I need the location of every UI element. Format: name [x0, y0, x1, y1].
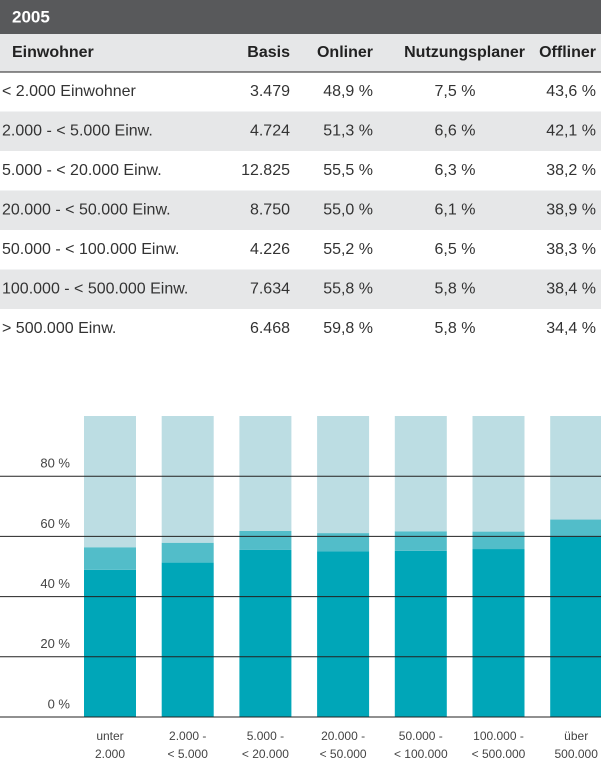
table-cell: 3.479	[250, 83, 290, 100]
x-tick-label: < 20.000	[242, 747, 289, 761]
column-header	[0, 34, 601, 72]
table-cell: 55,0 %	[323, 201, 373, 218]
bar-segment	[161, 542, 214, 563]
y-tick-label: 40 %	[40, 576, 70, 591]
bar-segment	[239, 549, 292, 717]
table-cell: 5,8 %	[435, 320, 476, 337]
table-cell: 50.000 - < 100.000 Einw.	[2, 241, 179, 258]
y-tick-label: 20 %	[40, 636, 70, 651]
x-tick-label: 500.000	[555, 747, 599, 761]
bar-segment	[239, 416, 292, 531]
bar-segment	[472, 531, 525, 550]
table-cell: 12.825	[241, 162, 290, 179]
column-header-label: Onliner	[317, 44, 373, 61]
table-cell: 20.000 - < 50.000 Einw.	[2, 201, 171, 218]
table-cell: 6,5 %	[435, 241, 476, 258]
table-cell: 2.000 - < 5.000 Einw.	[2, 122, 153, 139]
bar-segment	[394, 416, 447, 532]
table-cell: 7.634	[250, 280, 290, 297]
y-tick-label: 0 %	[48, 696, 71, 711]
table-cell: 51,3 %	[323, 122, 373, 139]
bar-segment	[161, 562, 214, 717]
bar-segment	[161, 416, 214, 543]
table-cell: 38,9 %	[546, 201, 596, 218]
table-cell: 38,3 %	[546, 241, 596, 258]
table-cell: 48,9 %	[323, 83, 373, 100]
table-cell: 100.000 - < 500.000 Einw.	[2, 280, 188, 297]
x-tick-label: 50.000 -	[399, 729, 443, 743]
table-cell: 4.226	[250, 241, 290, 258]
bar-segment	[550, 519, 601, 538]
bar-segment	[84, 569, 136, 717]
bar-segment	[550, 416, 601, 520]
bar-segment	[84, 547, 136, 570]
table-cell: 8.750	[250, 201, 290, 218]
table-cell: 55,5 %	[323, 162, 373, 179]
bar-segment	[317, 416, 370, 534]
row-background	[0, 190, 601, 230]
column-header-label: Offliner	[539, 44, 596, 61]
title-bar	[0, 0, 601, 34]
title: 2005	[12, 7, 50, 26]
row-background	[0, 269, 601, 309]
x-tick-label: 5.000 -	[247, 729, 284, 743]
x-tick-label: < 100.000	[394, 747, 448, 761]
bar-segment	[472, 416, 525, 532]
bar-segment	[394, 531, 447, 551]
table-cell: 6,1 %	[435, 201, 476, 218]
table-cell: 6,3 %	[435, 162, 476, 179]
table-cell: 5,8 %	[435, 280, 476, 297]
x-tick-label: über	[564, 729, 588, 743]
table-cell: > 500.000 Einw.	[2, 320, 116, 337]
table-cell: 38,2 %	[546, 162, 596, 179]
x-tick-label: < 50.000	[320, 747, 367, 761]
x-tick-label: < 5.000	[168, 747, 209, 761]
table-cell: 4.724	[250, 122, 290, 139]
table-cell: 55,8 %	[323, 280, 373, 297]
x-tick-label: < 500.000	[472, 747, 526, 761]
bar-segment	[472, 549, 525, 717]
row-background	[0, 111, 601, 151]
table-cell: 42,1 %	[546, 122, 596, 139]
bar-segment	[84, 416, 136, 548]
table-cell: 6.468	[250, 320, 290, 337]
column-header-label: Nutzungsplaner	[404, 44, 525, 61]
table-cell: 7,5 %	[435, 83, 476, 100]
table-cell: 38,4 %	[546, 280, 596, 297]
y-tick-label: 80 %	[40, 456, 70, 471]
table-cell: 55,2 %	[323, 241, 373, 258]
x-tick-label: unter	[96, 729, 123, 743]
bar-segment	[394, 550, 447, 717]
table-cell: 43,6 %	[546, 83, 596, 100]
x-tick-label: 2.000	[95, 747, 125, 761]
table-cell: 59,8 %	[323, 320, 373, 337]
column-header-label: Basis	[247, 44, 290, 61]
table-cell: < 2.000 Einwohner	[2, 83, 137, 100]
x-tick-label: 2.000 -	[169, 729, 206, 743]
x-tick-label: 100.000 -	[473, 729, 524, 743]
bar-segment	[317, 533, 370, 552]
y-tick-label: 60 %	[40, 516, 70, 531]
table-cell: 34,4 %	[546, 320, 596, 337]
table-cell: 6,6 %	[435, 122, 476, 139]
bar-segment	[239, 530, 292, 550]
bar-segment	[550, 537, 601, 717]
x-tick-label: 20.000 -	[321, 729, 365, 743]
column-header-label: Einwohner	[12, 44, 94, 61]
table-cell: 5.000 - < 20.000 Einw.	[2, 162, 162, 179]
bar-segment	[317, 551, 370, 717]
